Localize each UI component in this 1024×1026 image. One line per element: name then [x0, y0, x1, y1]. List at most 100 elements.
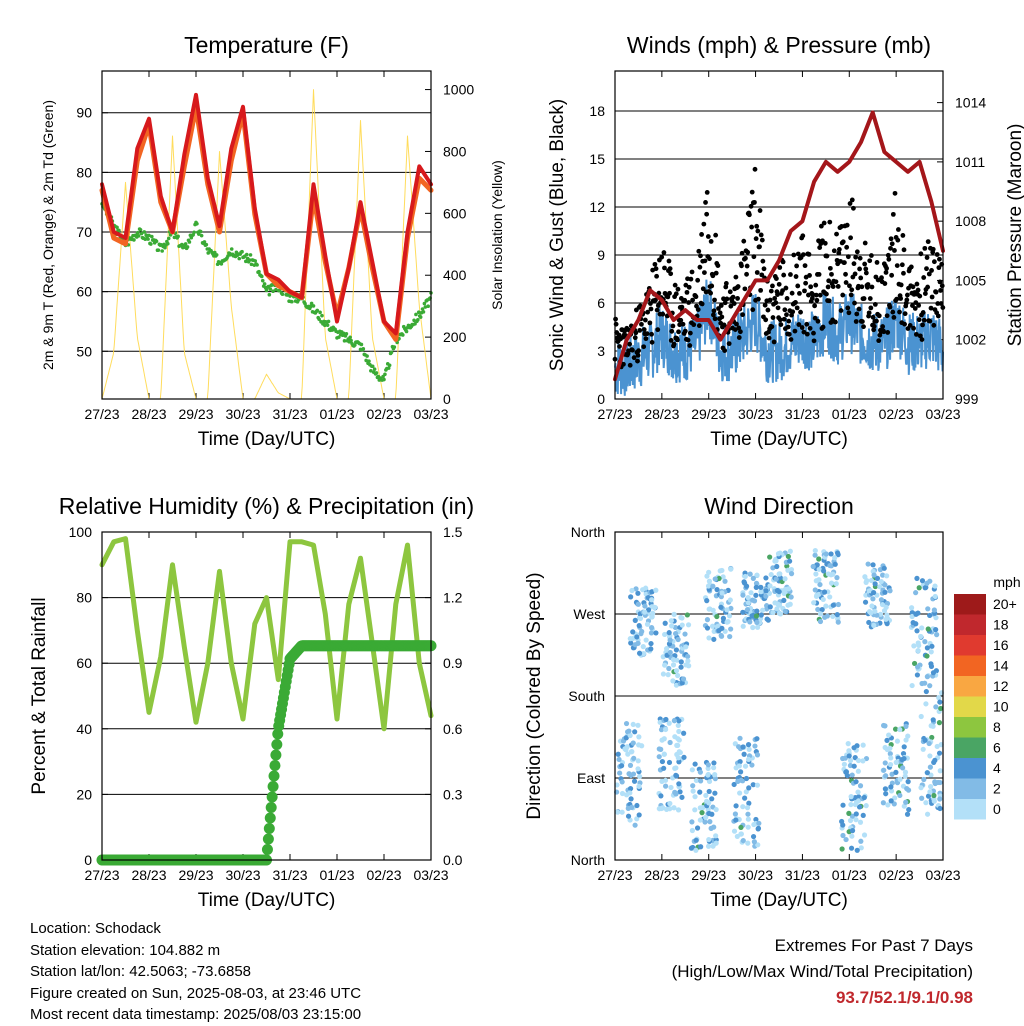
series-gust-point — [920, 322, 925, 328]
series-gust-point — [786, 318, 792, 324]
wind-direction-point — [935, 779, 941, 786]
wind-direction-point — [933, 627, 939, 633]
wind-direction-point — [630, 721, 636, 728]
series-gust-point — [758, 232, 764, 238]
series-dewpoint-point — [202, 240, 207, 244]
series-gust-point — [745, 249, 751, 255]
wind-direction-point — [636, 783, 642, 789]
wind-direction-point — [662, 631, 668, 638]
wind-direction-point — [667, 637, 673, 643]
wind-direction-point — [774, 606, 780, 612]
wind-direction-point — [718, 604, 724, 610]
series-gust-point — [811, 338, 817, 344]
wind-direction-point — [634, 634, 640, 640]
wind-direction-point — [710, 583, 716, 589]
chart-2-title: Relative Humidity (%) & Precipitation (i… — [59, 493, 474, 519]
series-gust-point — [682, 297, 688, 303]
wind-direction-point — [675, 807, 682, 813]
wind-direction-point — [915, 664, 921, 670]
chart-1-ytick-label: 6 — [597, 295, 605, 311]
wind-direction-point — [751, 839, 757, 845]
wind-direction-point — [887, 751, 893, 757]
series-gust-point — [753, 236, 759, 242]
wind-direction-point — [692, 761, 698, 767]
wind-direction-point — [827, 594, 833, 600]
wind-direction-point — [880, 800, 886, 806]
series-gust-point — [644, 331, 650, 337]
series-dewpoint-point — [197, 232, 201, 236]
wind-direction-point — [903, 799, 909, 805]
series-gust-point — [784, 312, 789, 318]
wind-direction-point — [924, 674, 930, 680]
series-dewpoint-point — [180, 242, 184, 247]
wind-direction-point — [840, 822, 846, 828]
chart-1-ytick-label: 18 — [589, 103, 605, 119]
wind-direction-point — [699, 810, 705, 816]
series-gust-point — [721, 322, 727, 328]
chart-0-xtick-label: 28/23 — [131, 406, 166, 422]
series-gust-point — [701, 221, 707, 227]
wind-direction-point — [918, 713, 924, 720]
wind-direction-point — [706, 569, 712, 575]
wind-direction-point — [887, 745, 893, 751]
wind-direction-point — [923, 584, 929, 591]
series-gust-point — [871, 323, 877, 329]
wind-direction-point — [625, 751, 631, 757]
wind-direction-point — [635, 766, 641, 772]
wind-direction-point — [736, 744, 742, 750]
series-dewpoint-point — [229, 247, 234, 251]
series-precip-point — [270, 749, 282, 761]
wind-direction-point — [902, 773, 908, 779]
wind-direction-point — [887, 761, 894, 768]
chart-0-y2tick-label: 1000 — [443, 82, 474, 98]
wind-direction-point — [929, 643, 935, 649]
series-gust-point — [765, 307, 771, 313]
wind-direction-point — [870, 562, 876, 568]
chart-3-ytick-label: North — [571, 524, 605, 540]
series-dewpoint-point — [426, 304, 430, 309]
chart-1-y2tick-label: 1002 — [955, 332, 986, 348]
chart-2-xtick-label: 29/23 — [178, 867, 213, 883]
series-dewpoint-point — [268, 287, 273, 291]
wind-direction-point — [811, 600, 817, 606]
series-gust-point — [754, 223, 760, 229]
series-gust-point — [907, 322, 913, 328]
series-dewpoint-point — [176, 234, 180, 239]
wind-direction-point — [848, 845, 855, 851]
wind-direction-point — [656, 754, 662, 760]
wind-direction-point — [828, 551, 834, 557]
wind-direction-point — [753, 613, 760, 619]
wind-direction-point — [643, 637, 649, 643]
series-gust-point — [825, 284, 831, 290]
series-gust-point — [917, 333, 923, 339]
series-dewpoint-point — [418, 315, 423, 319]
series-gust-point — [671, 341, 677, 347]
chart-1-xtick-label: 03/23 — [925, 406, 960, 422]
chart-1-xlabel: Time (Day/UTC) — [710, 429, 848, 450]
wind-direction-point — [693, 777, 699, 784]
series-gust-point — [635, 358, 640, 364]
series-dewpoint-point — [198, 229, 203, 234]
series-dewpoint-point — [237, 256, 242, 261]
series-gust-point — [746, 212, 752, 218]
station-location: Location: Schodack — [30, 920, 161, 937]
series-gust-point — [833, 279, 839, 285]
wind-direction-point — [658, 793, 664, 799]
wind-direction-point — [630, 740, 636, 746]
wind-direction-point — [736, 763, 742, 769]
series-dewpoint-point — [341, 331, 346, 336]
wind-direction-point — [847, 817, 854, 824]
series-gust-point — [838, 308, 844, 313]
series-gust-point — [912, 306, 918, 311]
wind-direction-point — [755, 624, 761, 630]
series-dewpoint-point — [264, 288, 269, 293]
series-gust-point — [711, 308, 717, 314]
wind-direction-point — [855, 757, 862, 764]
chart-2-ylabel: Percent & Total Rainfall — [29, 597, 50, 794]
series-dewpoint-point — [149, 242, 153, 246]
wind-direction-point — [819, 607, 825, 613]
series-gust-point — [876, 338, 882, 344]
wind-direction-point — [670, 657, 677, 663]
chart-3-xtick-label: 31/23 — [785, 867, 820, 883]
series-gust-point — [704, 189, 710, 195]
